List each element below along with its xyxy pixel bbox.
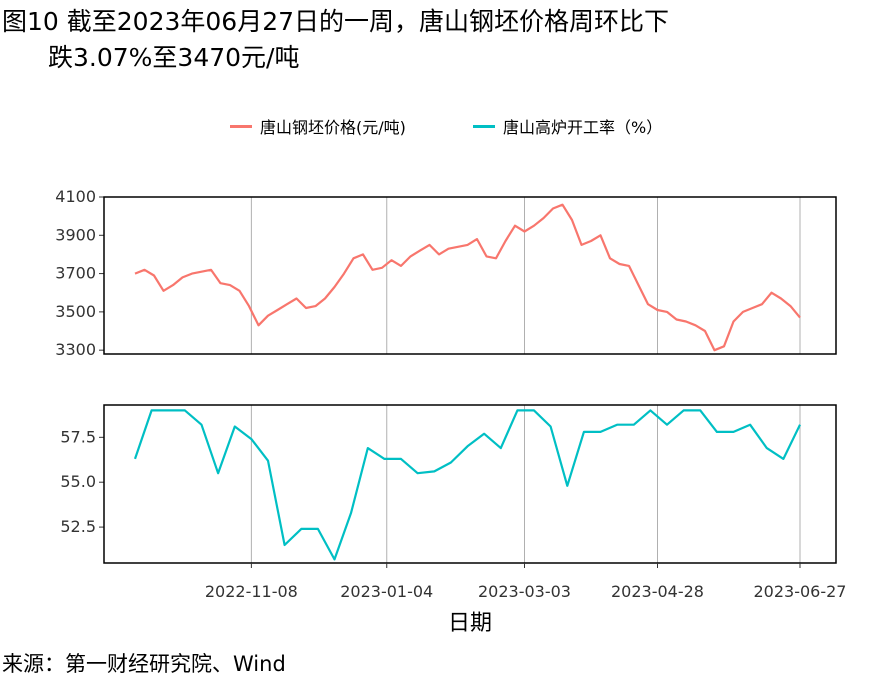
y-tick-label-price-1: 3900 bbox=[55, 225, 96, 244]
legend-item-price: 唐山钢坯价格(元/吨) bbox=[230, 114, 406, 138]
panel-frame-price bbox=[103, 196, 837, 355]
y-tick-label-blast-1: 55.0 bbox=[60, 472, 96, 491]
x-tick-label-1: 2023-01-04 bbox=[340, 582, 433, 601]
x-tick-label-4: 2023-06-27 bbox=[754, 582, 847, 601]
legend-label-price: 唐山钢坯价格(元/吨) bbox=[260, 118, 406, 137]
legend-swatch-price bbox=[230, 124, 252, 128]
y-tick-label-price-3: 3500 bbox=[55, 302, 96, 321]
legend-label-blast-furnace: 唐山高炉开工率（%） bbox=[503, 118, 663, 137]
y-tick-label-price-0: 4100 bbox=[55, 187, 96, 206]
x-tick-label-3: 2023-04-28 bbox=[611, 582, 704, 601]
y-tick-label-blast-0: 57.5 bbox=[60, 427, 96, 446]
y-tick-label-price-4: 3300 bbox=[55, 340, 96, 359]
x-axis-label: 日期 bbox=[448, 611, 492, 636]
y-tick-label-price-2: 3700 bbox=[55, 264, 96, 283]
chart-title: 图10 截至2023年06月27日的一周，唐山钢坯价格周环比下 跌3.07%至3… bbox=[2, 4, 669, 76]
x-tick-label-0: 2022-11-08 bbox=[205, 582, 298, 601]
title-line-1: 图10 截至2023年06月27日的一周，唐山钢坯价格周环比下 bbox=[2, 7, 670, 36]
legend-swatch-blast-furnace bbox=[473, 124, 495, 128]
legend-item-blast-furnace: 唐山高炉开工率（%） bbox=[473, 114, 662, 138]
title-line-2: 跌3.07%至3470元/吨 bbox=[48, 43, 300, 72]
series-line-blast bbox=[133, 409, 801, 561]
source-note: 来源：第一财经研究院、Wind bbox=[2, 652, 286, 676]
panel-frame-blast bbox=[103, 404, 837, 564]
series-line-price bbox=[134, 203, 801, 352]
x-tick-label-2: 2023-03-03 bbox=[478, 582, 571, 601]
y-tick-label-blast-2: 52.5 bbox=[60, 517, 96, 536]
